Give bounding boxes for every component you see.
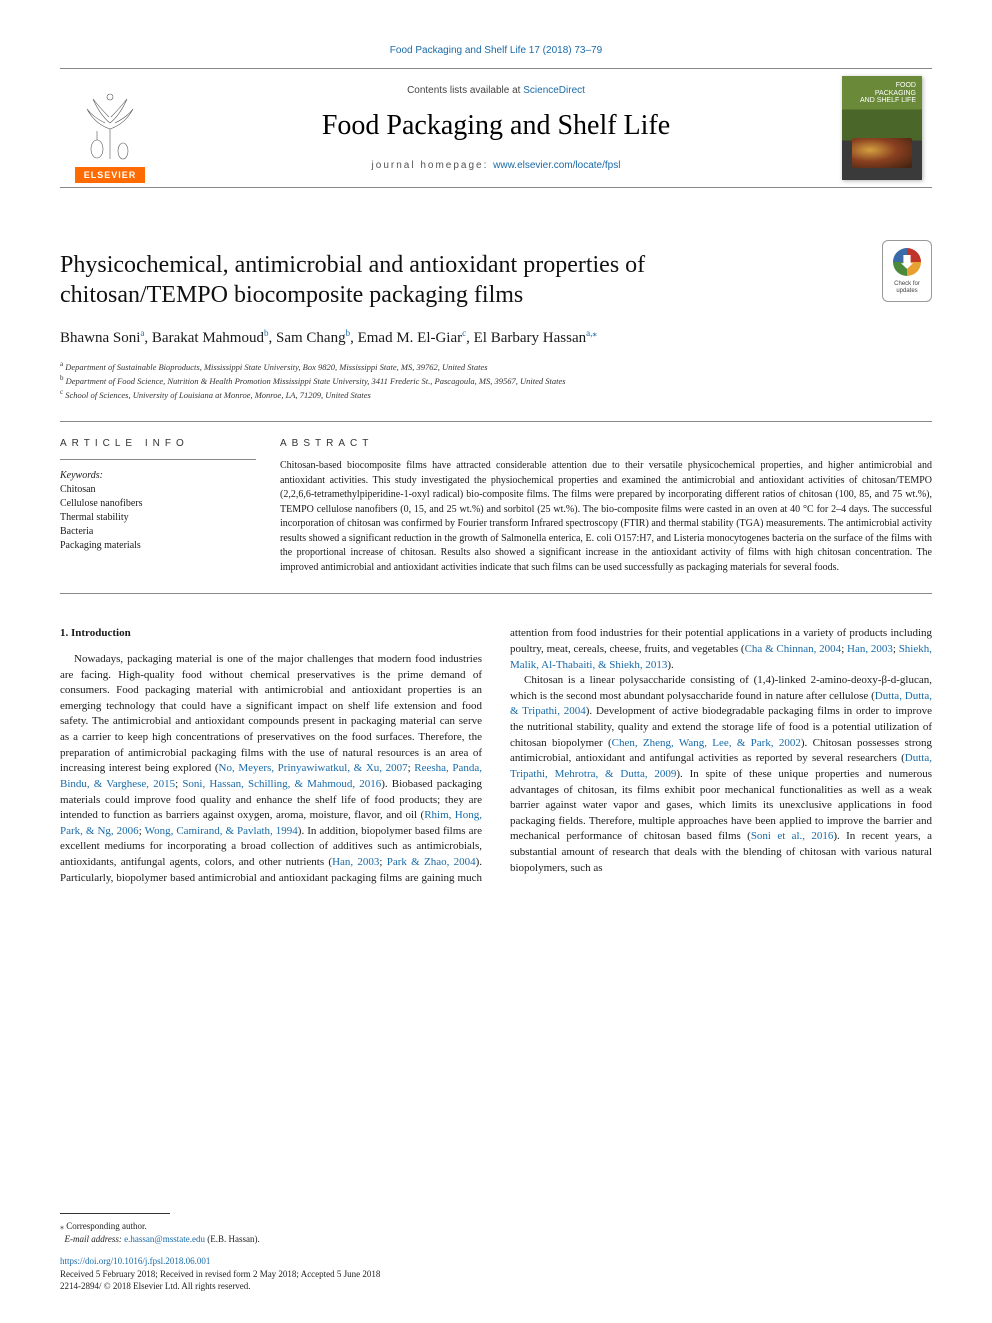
author: Sam Changb (276, 330, 350, 346)
email-link[interactable]: e.hassan@msstate.edu (124, 1234, 205, 1244)
abstract-col: ABSTRACT Chitosan-based biocomposite fil… (280, 422, 932, 575)
keyword: Thermal stability (60, 511, 256, 525)
page-footer: ⁎ Corresponding author. E-mail address: … (60, 1213, 932, 1293)
article-body: 1. Introduction Nowadays, packaging mate… (60, 626, 932, 886)
article-header: Check forupdates Physicochemical, antimi… (60, 250, 932, 401)
article-info-head: ARTICLE INFO (60, 438, 256, 449)
doi-line: https://doi.org/10.1016/j.fpsl.2018.06.0… (60, 1255, 932, 1268)
email-line: E-mail address: e.hassan@msstate.edu (E.… (60, 1233, 932, 1246)
author: Emad M. El-Giarc (358, 330, 467, 346)
author: Bhawna Sonia (60, 330, 144, 346)
check-updates-badge[interactable]: Check forupdates (882, 240, 932, 302)
citation-link[interactable]: No, Meyers, Prinyawiwatkul, & Xu, 2007 (219, 762, 408, 774)
keyword: Packaging materials (60, 539, 256, 553)
banner-center: Contents lists available at ScienceDirec… (160, 77, 832, 179)
copyright-line: 2214-2894/ © 2018 Elsevier Ltd. All righ… (60, 1280, 932, 1293)
authors-line: Bhawna Sonia, Barakat Mahmoudb, Sam Chan… (60, 328, 932, 347)
keywords-list: Chitosan Cellulose nanofibers Thermal st… (60, 483, 256, 553)
citation-link[interactable]: Han, 2003 (332, 856, 379, 868)
abstract-head: ABSTRACT (280, 438, 932, 449)
body-paragraph: Chitosan is a linear polysaccharide cons… (510, 673, 932, 876)
affiliation: c School of Sciences, University of Loui… (60, 387, 932, 401)
section-heading: 1. Introduction (60, 626, 482, 642)
author: Barakat Mahmoudb (152, 330, 269, 346)
cover-photo (852, 138, 912, 168)
abstract-text: Chitosan-based biocomposite films have a… (280, 459, 932, 575)
journal-cover: FOOD PACKAGING AND SHELF LIFE (842, 76, 922, 180)
contents-line: Contents lists available at ScienceDirec… (168, 85, 824, 96)
homepage-line: journal homepage: www.elsevier.com/locat… (168, 160, 824, 171)
citation-link[interactable]: Soni et al., 2016 (751, 830, 834, 842)
check-updates-text: Check forupdates (894, 281, 920, 294)
citation-link[interactable]: Wong, Camirand, & Pavlath, 1994 (145, 825, 298, 837)
keyword: Cellulose nanofibers (60, 497, 256, 511)
journal-cover-block: FOOD PACKAGING AND SHELF LIFE (832, 69, 932, 187)
journal-banner: ELSEVIER Contents lists available at Sci… (60, 68, 932, 188)
homepage-link[interactable]: www.elsevier.com/locate/fpsl (493, 160, 620, 171)
publisher-block: ELSEVIER (60, 69, 160, 187)
info-abstract-row: ARTICLE INFO Keywords: Chitosan Cellulos… (60, 421, 932, 594)
citation-link[interactable]: Han, 2003 (847, 643, 893, 655)
received-line: Received 5 February 2018; Received in re… (60, 1268, 932, 1281)
article-info-col: ARTICLE INFO Keywords: Chitosan Cellulos… (60, 422, 280, 575)
keyword: Bacteria (60, 525, 256, 539)
journal-title: Food Packaging and Shelf Life (168, 110, 824, 142)
citation-link[interactable]: Park & Zhao, 2004 (387, 856, 476, 868)
crossmark-icon (893, 248, 921, 276)
corresponding-note: ⁎ Corresponding author. (60, 1220, 932, 1233)
keyword: Chitosan (60, 483, 256, 497)
elsevier-logo: ELSEVIER (75, 167, 145, 183)
corresponding-star-icon: ⁎ (592, 328, 597, 338)
affiliation: b Department of Food Science, Nutrition … (60, 373, 932, 387)
doi-link[interactable]: https://doi.org/10.1016/j.fpsl.2018.06.0… (60, 1256, 210, 1266)
elsevier-tree-icon (75, 89, 145, 161)
citation-link[interactable]: Chen, Zheng, Wang, Lee, & Park, 2002 (612, 737, 801, 749)
affiliation: a Department of Sustainable Bioproducts,… (60, 359, 932, 373)
affiliations: a Department of Sustainable Bioproducts,… (60, 359, 932, 401)
cover-text: FOOD PACKAGING AND SHELF LIFE (860, 82, 916, 105)
citation-link[interactable]: Soni, Hassan, Schilling, & Mahmoud, 2016 (182, 778, 381, 790)
sciencedirect-link[interactable]: ScienceDirect (523, 85, 585, 96)
author: El Barbary Hassana,⁎ (474, 330, 597, 346)
journal-citation[interactable]: Food Packaging and Shelf Life 17 (2018) … (60, 45, 932, 56)
article-title: Physicochemical, antimicrobial and antio… (60, 250, 780, 310)
footnote-rule (60, 1213, 170, 1214)
keywords-label: Keywords: (60, 470, 256, 481)
citation-link[interactable]: Cha & Chinnan, 2004 (745, 643, 842, 655)
